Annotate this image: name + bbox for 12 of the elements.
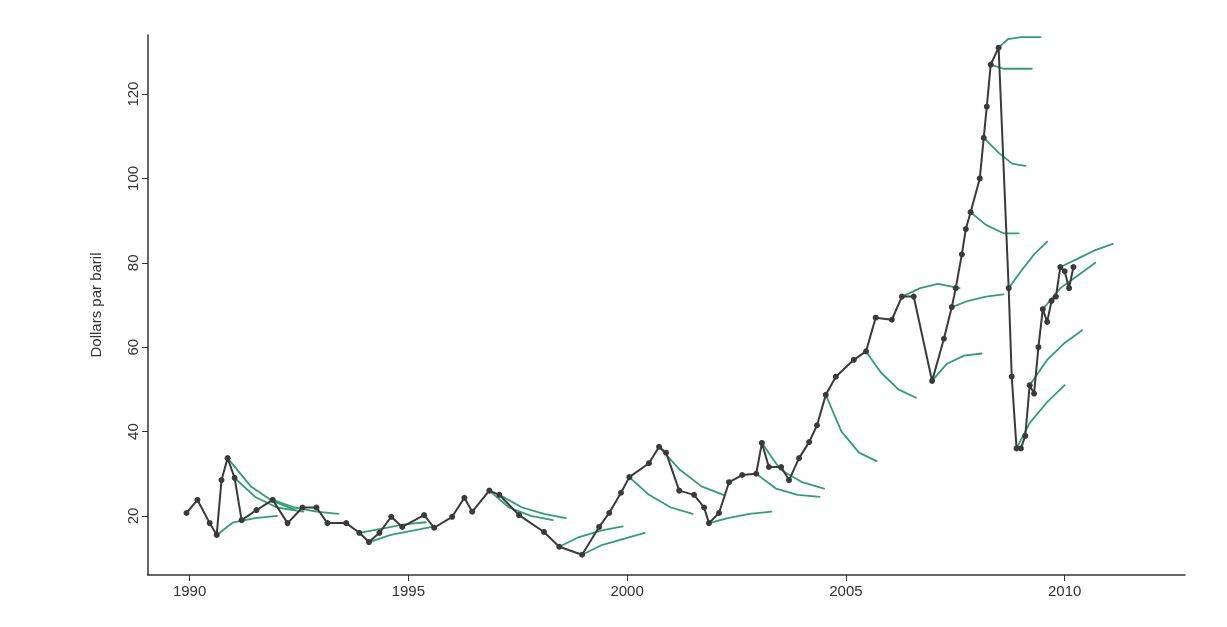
y-axis-title: Dollars par baril xyxy=(87,252,104,358)
y-tick-label: 120 xyxy=(124,81,141,107)
y-tick-label: 80 xyxy=(124,254,141,272)
x-tick-label: 1995 xyxy=(391,582,426,599)
x-tick-label: 2005 xyxy=(829,582,863,599)
y-tick-label: 20 xyxy=(124,507,141,525)
y-tick-label: 40 xyxy=(124,423,141,440)
y-tick-label: 100 xyxy=(124,165,141,191)
y-tick-label: 60 xyxy=(124,338,141,356)
x-tick-label: 2010 xyxy=(1047,582,1082,599)
x-tick-label: 1990 xyxy=(172,582,207,599)
x-tick-label: 2000 xyxy=(610,582,644,599)
